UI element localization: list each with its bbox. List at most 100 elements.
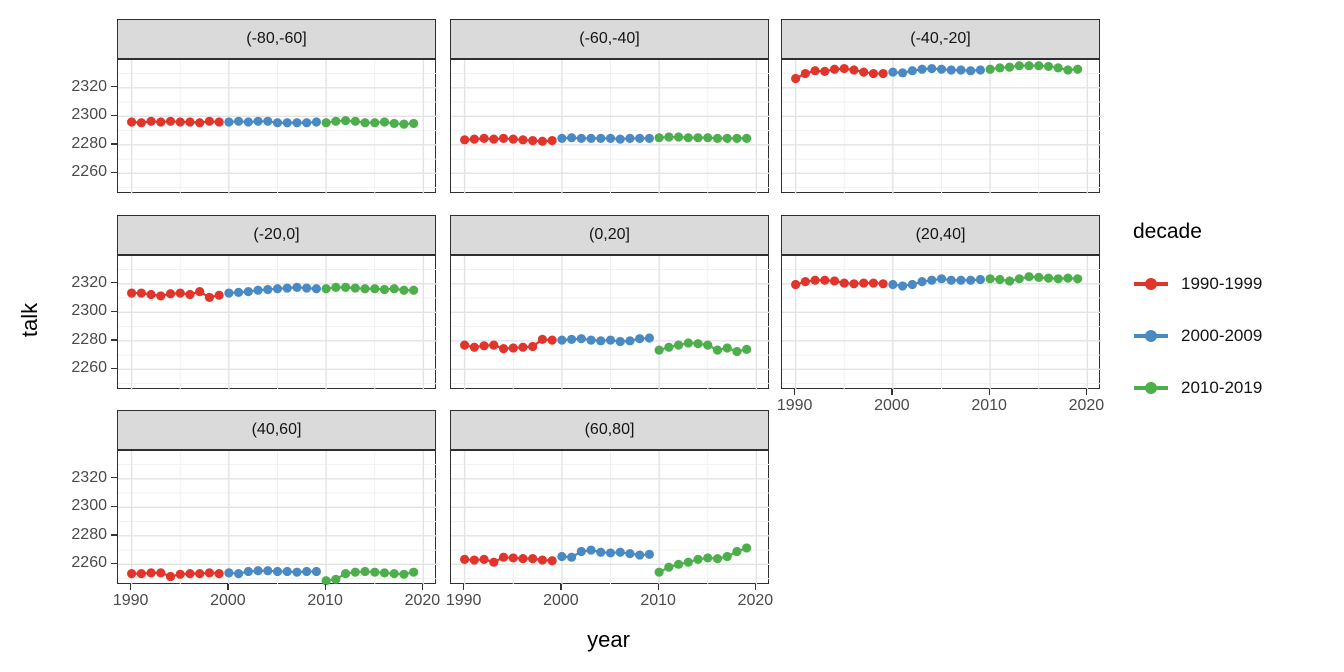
data-point bbox=[859, 67, 869, 77]
data-point bbox=[1024, 272, 1034, 282]
data-point bbox=[146, 568, 156, 578]
data-point bbox=[849, 279, 859, 289]
facet-panel bbox=[450, 59, 770, 194]
data-point bbox=[897, 68, 908, 78]
data-point bbox=[586, 133, 596, 144]
data-point bbox=[1004, 62, 1015, 72]
data-point bbox=[820, 275, 830, 285]
data-point bbox=[557, 335, 567, 345]
data-point bbox=[233, 116, 244, 126]
data-point bbox=[888, 67, 898, 77]
legend-entry: 2000-2009 bbox=[1133, 324, 1262, 348]
panel-canvas bbox=[451, 60, 770, 194]
data-point bbox=[331, 116, 341, 126]
facet-strip: (-60,-40] bbox=[450, 19, 769, 59]
x-tick bbox=[463, 584, 465, 590]
data-point bbox=[409, 285, 419, 295]
data-point bbox=[204, 292, 215, 302]
data-point bbox=[683, 557, 693, 567]
data-point bbox=[175, 117, 185, 127]
data-point bbox=[927, 275, 937, 285]
data-point bbox=[263, 566, 273, 576]
x-tick bbox=[794, 389, 796, 395]
data-point bbox=[528, 341, 538, 352]
data-point bbox=[253, 285, 263, 295]
y-tick-label: 2260 bbox=[71, 359, 107, 377]
data-point bbox=[508, 553, 518, 563]
data-point bbox=[712, 554, 723, 564]
panel-canvas bbox=[451, 451, 770, 585]
y-tick-label: 2260 bbox=[71, 163, 107, 181]
data-point bbox=[292, 567, 302, 577]
decade-line bbox=[464, 556, 553, 564]
data-point bbox=[379, 284, 390, 295]
data-point bbox=[127, 288, 137, 298]
data-point bbox=[1053, 63, 1063, 73]
legend: decade 1990-1999 2000-2009 2010-2019 bbox=[1133, 220, 1262, 400]
data-point bbox=[547, 135, 557, 146]
facet-panel bbox=[781, 255, 1101, 390]
data-point bbox=[302, 283, 312, 293]
data-point bbox=[508, 134, 518, 144]
data-point bbox=[810, 275, 820, 285]
data-point bbox=[849, 65, 859, 75]
x-tick-label: 2020 bbox=[1068, 397, 1105, 414]
data-point bbox=[165, 116, 176, 126]
data-point bbox=[664, 132, 674, 142]
data-point bbox=[311, 117, 322, 127]
data-point bbox=[615, 134, 625, 144]
facet-panel bbox=[781, 59, 1101, 194]
decade-line bbox=[659, 135, 747, 140]
x-tick-label: 2000 bbox=[210, 592, 246, 609]
data-point bbox=[829, 64, 840, 74]
data-point bbox=[605, 335, 616, 345]
data-point bbox=[888, 279, 898, 290]
x-tick bbox=[1085, 389, 1088, 395]
data-point bbox=[340, 282, 351, 292]
data-point bbox=[311, 566, 322, 577]
data-point bbox=[683, 133, 693, 143]
x-tick bbox=[754, 584, 757, 590]
data-point bbox=[253, 566, 263, 576]
decade-line bbox=[325, 119, 414, 126]
data-point bbox=[195, 568, 205, 579]
decade-line bbox=[989, 64, 1078, 72]
y-tick bbox=[111, 143, 117, 145]
decade-line bbox=[131, 290, 220, 299]
data-point bbox=[489, 557, 499, 567]
data-point bbox=[399, 285, 409, 295]
facet-strip-label: (-40,-20] bbox=[910, 30, 971, 47]
y-tick bbox=[111, 282, 117, 284]
data-point bbox=[644, 333, 655, 343]
data-point bbox=[360, 566, 370, 577]
data-point bbox=[321, 118, 331, 128]
data-point bbox=[868, 278, 879, 288]
data-point bbox=[596, 547, 606, 557]
decade-line bbox=[325, 286, 414, 292]
data-point bbox=[379, 568, 390, 578]
decade-line bbox=[892, 277, 981, 288]
y-tick bbox=[111, 505, 117, 507]
data-point bbox=[302, 566, 312, 577]
data-point bbox=[498, 344, 509, 354]
facet-strip-label: (60,80] bbox=[584, 421, 635, 438]
y-tick bbox=[111, 367, 117, 370]
decade-line bbox=[228, 120, 317, 124]
data-point bbox=[1073, 64, 1083, 74]
data-point bbox=[635, 133, 645, 144]
data-point bbox=[596, 133, 606, 144]
x-tick-label: 2010 bbox=[640, 592, 676, 609]
data-point bbox=[966, 275, 976, 285]
data-point bbox=[557, 133, 567, 144]
panel-canvas bbox=[782, 256, 1101, 390]
data-point bbox=[479, 133, 489, 144]
data-point bbox=[185, 117, 195, 127]
data-point bbox=[810, 66, 820, 76]
decade-line bbox=[990, 275, 1078, 283]
data-point bbox=[127, 117, 137, 127]
data-point bbox=[829, 276, 840, 286]
decade-line bbox=[561, 548, 650, 559]
x-tick bbox=[988, 389, 990, 395]
data-point bbox=[214, 568, 224, 579]
data-point bbox=[1043, 273, 1054, 283]
